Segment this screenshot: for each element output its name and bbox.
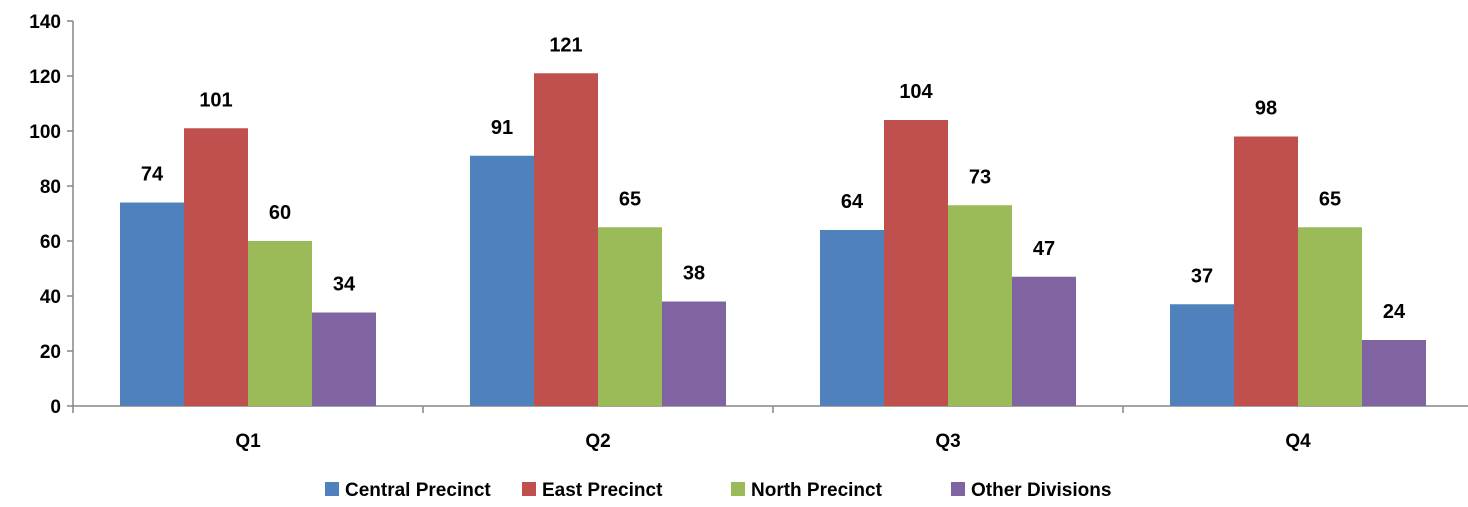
data-label: 104	[899, 81, 933, 103]
y-tick-label: 80	[40, 177, 61, 198]
data-label: 74	[141, 164, 164, 186]
legend-swatch	[325, 482, 339, 496]
data-label: 38	[683, 263, 705, 285]
data-label: 37	[1191, 265, 1213, 287]
legend-swatch	[951, 482, 965, 496]
legend-swatch	[522, 482, 536, 496]
bar	[662, 301, 726, 406]
y-axis: 0 20 40 60 80 100 120 140	[29, 12, 74, 418]
data-label: 24	[1383, 301, 1406, 323]
data-label: 121	[549, 34, 582, 56]
data-label: 60	[269, 202, 291, 224]
data-label: 73	[969, 166, 991, 188]
y-tick-label: 100	[29, 122, 61, 143]
legend-swatch	[731, 482, 745, 496]
data-label: 101	[199, 89, 232, 111]
bar	[1298, 227, 1362, 406]
y-tick-label: 40	[40, 287, 61, 308]
bar	[1170, 304, 1234, 406]
category-label: Q4	[1285, 431, 1311, 452]
data-label: 98	[1255, 98, 1277, 120]
legend-label: Other Divisions	[971, 480, 1111, 501]
bar	[184, 128, 248, 406]
y-tick-label: 120	[29, 67, 61, 88]
data-label: 91	[491, 117, 513, 139]
bar	[1362, 340, 1426, 406]
bar	[534, 73, 598, 406]
y-tick-label: 140	[29, 12, 61, 33]
y-tick-label: 20	[40, 342, 61, 363]
data-labels: 74 101 60 34 91 121 65 38 64 104 73 47 37 98 65 24	[141, 34, 1406, 323]
bar	[470, 155, 534, 406]
bar	[1012, 276, 1076, 406]
data-label: 64	[841, 191, 864, 213]
category-label: Q2	[585, 431, 610, 452]
legend-label: East Precinct	[542, 480, 663, 501]
category-label: Q1	[235, 431, 261, 452]
bar	[120, 202, 184, 406]
bar	[1234, 136, 1298, 406]
data-label: 47	[1033, 238, 1055, 260]
y-tick-label: 60	[40, 232, 61, 253]
data-label: 65	[1319, 188, 1341, 210]
y-tick-label: 0	[50, 397, 61, 418]
bar	[248, 241, 312, 406]
x-axis: Q1 Q2 Q3 Q4	[72, 405, 1468, 452]
legend-label: North Precinct	[751, 480, 883, 501]
bar	[598, 227, 662, 406]
data-label: 65	[619, 188, 641, 210]
data-label: 34	[333, 274, 356, 296]
legend: Central Precinct East Precinct North Preci…	[325, 480, 1111, 501]
bar	[312, 312, 376, 406]
category-label: Q3	[935, 431, 960, 452]
bar	[948, 205, 1012, 406]
bar	[884, 120, 948, 406]
bars	[120, 73, 1426, 406]
bar	[820, 230, 884, 406]
legend-label: Central Precinct	[345, 480, 491, 501]
